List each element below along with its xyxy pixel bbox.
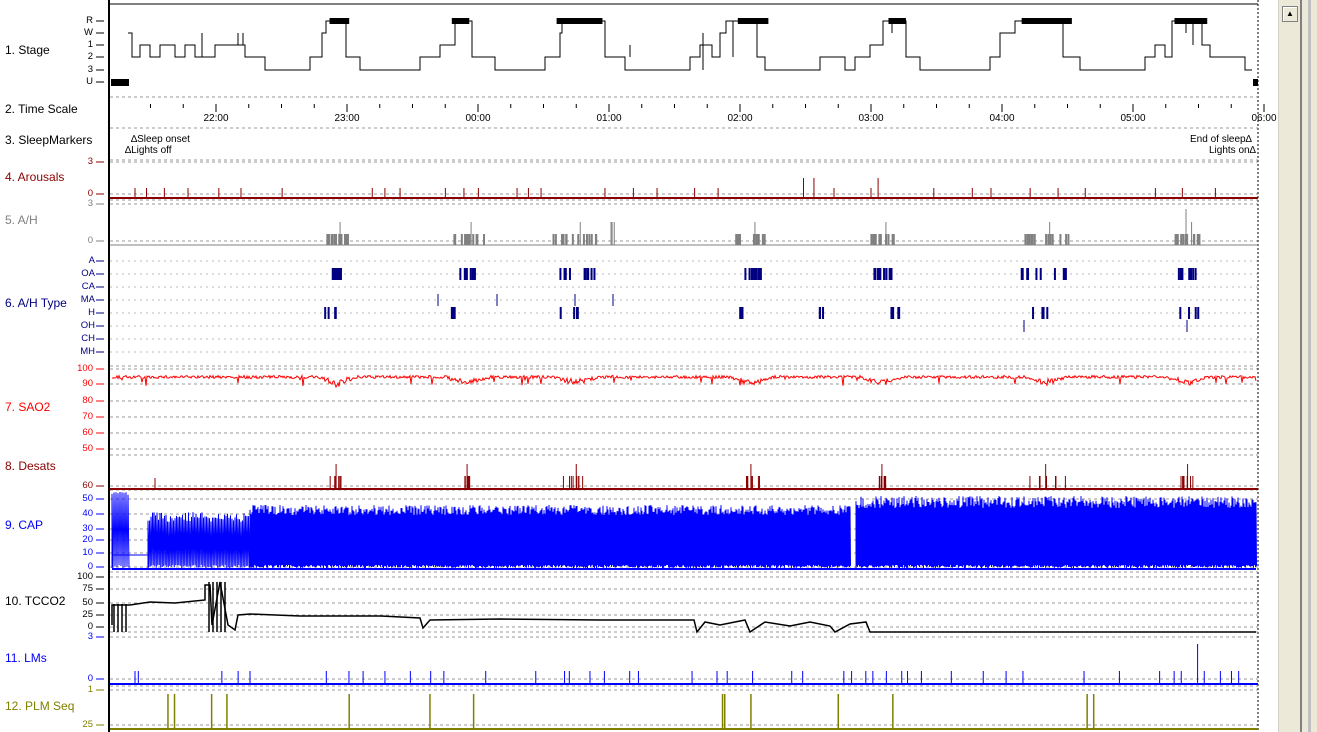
cap-signal: [111, 491, 130, 568]
tick-label: 50: [82, 443, 93, 454]
tick-label: 75: [82, 583, 93, 594]
tick-label: 3: [87, 198, 93, 209]
time-label: 05:00: [1120, 113, 1146, 124]
cap-signal: [147, 512, 252, 569]
triangle-icon: ∆: [1249, 145, 1256, 156]
time-label: 01:00: [596, 113, 622, 124]
tick-label: 0: [87, 235, 93, 246]
tick-label: 30: [82, 523, 93, 534]
tick-label: 1: [87, 39, 93, 50]
scroll-up-button[interactable]: ▲: [1282, 6, 1298, 22]
tick-label: 3: [87, 64, 93, 75]
channel-label-stage[interactable]: 1. Stage: [5, 43, 50, 57]
time-label: 02:00: [727, 113, 753, 124]
channel-label-ahtype[interactable]: 6. A/H Type: [5, 296, 67, 310]
channel-label-cap[interactable]: 9. CAP: [5, 518, 44, 532]
triangle-icon: ∆: [131, 134, 138, 145]
tick-label: 50: [82, 493, 93, 504]
arrow-up-icon: ▲: [1286, 9, 1294, 18]
tick-label: OH: [80, 320, 95, 331]
tick-label: OA: [81, 268, 95, 279]
tick-label: 70: [82, 411, 93, 422]
tick-label: 25: [82, 719, 93, 730]
triangle-icon: ∆: [1245, 134, 1252, 145]
time-label: 03:00: [858, 113, 884, 124]
channel-label-timescale[interactable]: 2. Time Scale: [5, 102, 78, 116]
tick-label: U: [86, 76, 93, 87]
tick-label: 90: [82, 378, 93, 389]
tick-label: 10: [82, 547, 93, 558]
triangle-icon: ∆: [125, 145, 132, 156]
time-label: 06:00: [1251, 113, 1277, 124]
cap-signal: [249, 504, 851, 569]
channel-label-markers[interactable]: 3. SleepMarkers: [5, 133, 93, 147]
tick-label: 2: [87, 51, 93, 62]
rem-period-bar: [329, 18, 350, 24]
rem-period-bar: [556, 18, 603, 24]
tick-label: MA: [80, 294, 95, 305]
channel-label-lms[interactable]: 11. LMs: [5, 651, 47, 665]
channel-label-ah[interactable]: 5. A/H: [5, 213, 38, 227]
channel-labels: 1. Stage R W 1 2 3 U 2. Time Scale 3. SleepMarke…: [0, 0, 108, 732]
rem-period-bar: [888, 18, 906, 24]
cap-signal: [855, 495, 1257, 569]
channel-label-desats[interactable]: 8. Desats: [5, 459, 56, 473]
plot-area: [96, 0, 1265, 732]
tick-label: 0: [87, 673, 93, 684]
rem-period-bar: [1174, 18, 1208, 24]
channel-label-tcco2[interactable]: 10. TCCO2: [5, 594, 66, 608]
lights-off-marker: ∆Lights off: [125, 145, 172, 156]
time-label: 00:00: [465, 113, 491, 124]
tick-label: W: [84, 27, 93, 38]
vertical-scrollbar[interactable]: ▲: [1278, 0, 1301, 732]
hypnogram-line: [128, 20, 1252, 71]
tick-label: 40: [82, 508, 93, 519]
time-label: 22:00: [203, 113, 229, 124]
tick-label: MH: [80, 346, 95, 357]
tick-label: 60: [82, 427, 93, 438]
sleep-onset-marker: ∆Sleep onset: [131, 134, 190, 145]
tick-label: 0: [87, 621, 93, 632]
rem-period-bar: [451, 18, 470, 24]
tick-label: 20: [82, 534, 93, 545]
rem-period-bar: [737, 18, 769, 24]
channel-label-plmseq[interactable]: 12. PLM Seq: [5, 699, 75, 713]
tick-label: 1: [87, 684, 93, 695]
rem-period-bar: [1021, 18, 1072, 24]
tick-label: CA: [81, 281, 95, 292]
unknown-stage-bar: [1253, 79, 1258, 86]
time-label: 04:00: [989, 113, 1015, 124]
lights-on-marker: Lights on∆: [1209, 145, 1256, 156]
tick-label: 3: [87, 631, 93, 642]
tick-label: A: [88, 255, 95, 266]
time-label: 23:00: [334, 113, 360, 124]
tick-label: 60: [82, 480, 93, 491]
tick-label: 100: [77, 363, 93, 374]
tick-label: 0: [87, 561, 93, 572]
tick-label: 0: [87, 188, 93, 199]
tick-label: R: [86, 15, 93, 26]
tick-label: H: [88, 307, 95, 318]
window-frame: [1300, 0, 1317, 732]
unknown-stage-bar: [111, 79, 129, 86]
sao2-line: [111, 373, 1257, 389]
tick-label: 80: [82, 395, 93, 406]
tick-label: 100: [77, 571, 93, 582]
tick-label: 25: [82, 609, 93, 620]
tick-label: CH: [81, 333, 95, 344]
tick-label: 50: [82, 597, 93, 608]
end-of-sleep-marker: End of sleep∆: [1190, 134, 1252, 145]
channel-label-sao2[interactable]: 7. SAO2: [5, 400, 51, 414]
channel-label-arousals[interactable]: 4. Arousals: [5, 170, 65, 184]
tcco2-line: [111, 581, 1256, 634]
tick-label: 3: [87, 156, 93, 167]
